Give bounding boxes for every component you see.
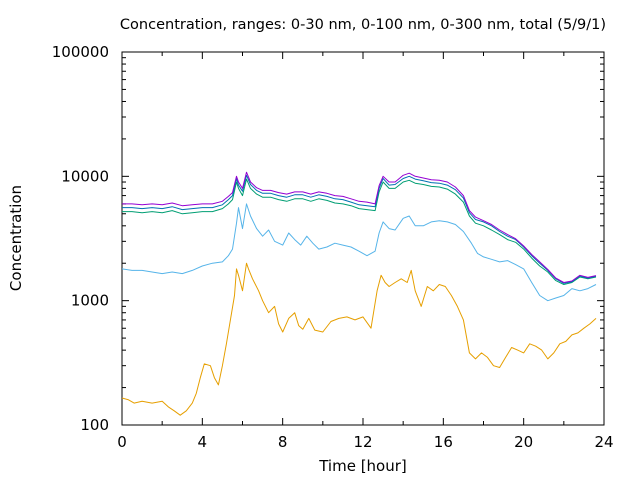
- x-tick-label: 24: [594, 433, 613, 451]
- y-tick-label: 10000: [61, 167, 109, 185]
- x-axis-label: Time [hour]: [318, 457, 407, 475]
- series-line-4: [122, 174, 597, 284]
- x-tick-label: 12: [353, 433, 372, 451]
- x-tick-label: 20: [514, 433, 533, 451]
- y-tick-labels: 100 1000 10000 100000: [52, 43, 109, 434]
- y-tick-label: 1000: [71, 292, 109, 310]
- series-line-2: [121, 203, 597, 302]
- series-layer: [121, 171, 597, 416]
- x-tick-label: 0: [117, 433, 127, 451]
- series-line-5: [122, 171, 597, 283]
- series-line-1: [121, 262, 597, 416]
- y-tick-label: 100: [80, 416, 109, 434]
- y-axis-label: Concentration: [7, 185, 25, 291]
- series-line-3: [122, 178, 597, 285]
- x-tick-labels: 0 4 8 12 16 20 24: [117, 433, 613, 451]
- plot-frame: [121, 51, 605, 426]
- chart-title: Concentration, ranges: 0-30 nm, 0-100 nm…: [120, 17, 606, 33]
- x-tick-label: 16: [434, 433, 453, 451]
- axis-ticks: [121, 51, 605, 426]
- x-tick-label: 8: [278, 433, 288, 451]
- y-tick-label: 100000: [52, 43, 109, 61]
- x-tick-label: 4: [198, 433, 208, 451]
